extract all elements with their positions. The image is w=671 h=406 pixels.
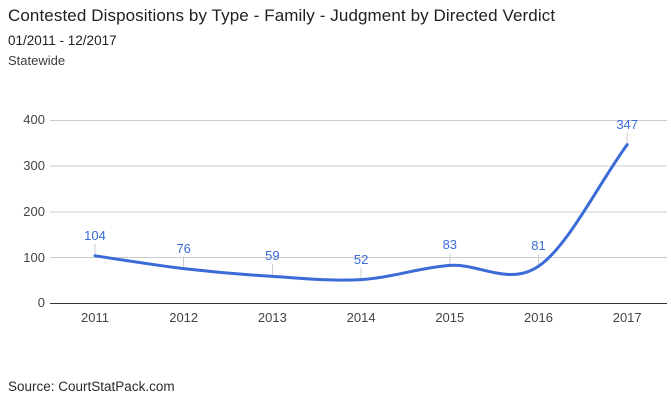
chart-title: Contested Dispositions by Type - Family … xyxy=(8,6,556,25)
chart-date-range: 01/2011 - 12/2017 xyxy=(8,33,117,48)
series-line xyxy=(93,143,629,282)
source-note: Source: CourtStatPack.com xyxy=(8,379,175,394)
chart-region-label: Statewide xyxy=(8,53,66,68)
